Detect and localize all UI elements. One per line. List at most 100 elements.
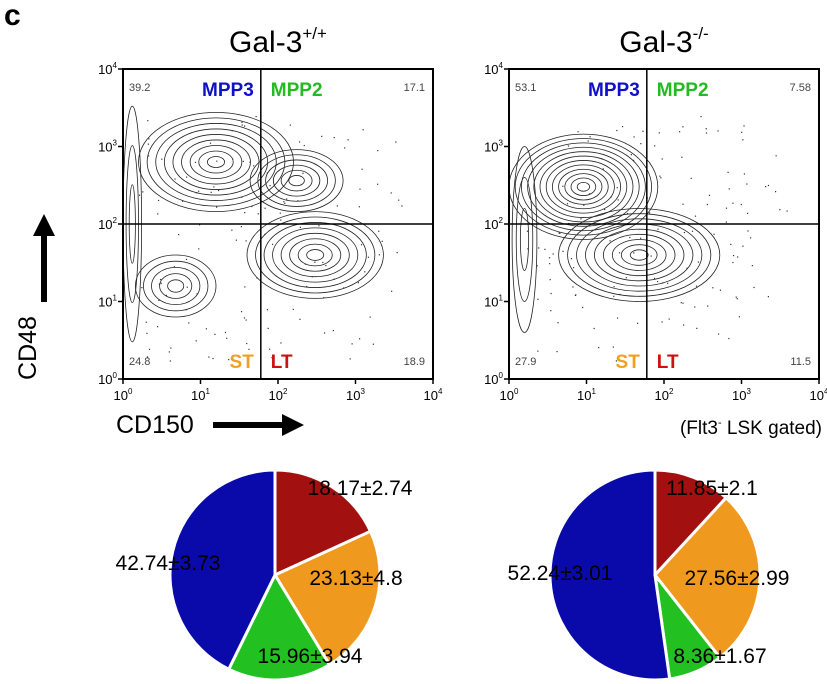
event-dot (660, 177, 662, 179)
contour-line (545, 160, 622, 214)
contour-line (280, 232, 350, 278)
y-tick-label: 101 (98, 294, 117, 310)
event-dot (311, 276, 313, 278)
event-dot (727, 171, 729, 173)
event-dot (266, 309, 269, 311)
contour-line (533, 151, 634, 223)
quadrant-percent-bottom-left: 27.9 (515, 356, 536, 368)
gating-note: (Flt3- LSK gated) (680, 417, 822, 439)
event-dot (705, 128, 707, 130)
event-dot (146, 332, 148, 335)
event-dot (360, 244, 363, 246)
y-axis-arrow-head (33, 214, 55, 236)
event-dot (157, 199, 160, 202)
event-dot (343, 287, 345, 289)
event-dot (377, 150, 379, 152)
event-dot (742, 139, 744, 141)
event-dot (266, 172, 268, 174)
event-dot (381, 240, 383, 242)
event-dot (700, 115, 702, 118)
event-dot (694, 306, 696, 308)
contour-line (527, 146, 640, 227)
event-dot (725, 207, 728, 209)
event-dot (552, 253, 554, 255)
event-dot (577, 131, 579, 133)
event-dot (637, 322, 639, 324)
event-dot (209, 142, 212, 144)
contour-line (255, 216, 376, 294)
pie-label-mpp3: 42.74±3.73 (116, 552, 221, 575)
event-dot (336, 205, 339, 207)
contour-line (151, 266, 201, 305)
event-dot (654, 145, 656, 147)
event-dot (235, 239, 237, 241)
event-dot (707, 305, 709, 307)
event-dot (253, 165, 255, 167)
x-tick-label: 104 (810, 387, 827, 403)
event-dot (616, 129, 618, 132)
event-dot (612, 346, 614, 348)
event-dot (588, 193, 591, 195)
event-dot (705, 132, 708, 134)
event-dot (557, 322, 559, 324)
contour-line (181, 139, 251, 185)
event-dot (249, 161, 251, 163)
quadrant-percent-bottom-right: 18.9 (404, 356, 425, 368)
event-dot (619, 293, 621, 296)
event-dot (526, 230, 529, 232)
pie-label-mpp2: 15.96±3.94 (258, 645, 363, 668)
x-tick-label: 103 (732, 387, 751, 403)
pie-slice-st (272, 529, 382, 667)
contour-line (570, 177, 597, 196)
event-dot (198, 248, 200, 250)
event-dot (765, 186, 767, 188)
event-dot (359, 338, 361, 340)
event-dot (742, 245, 744, 247)
event-dot (141, 287, 143, 289)
event-dot (284, 202, 286, 204)
event-dot (732, 261, 734, 264)
event-dot (719, 289, 722, 291)
event-dot (280, 342, 282, 344)
event-dot (662, 282, 664, 284)
event-dot (681, 156, 683, 158)
contour-line (289, 238, 342, 272)
event-dot (248, 348, 250, 350)
event-dot (621, 125, 624, 128)
event-dot (536, 265, 538, 267)
event-dot (147, 120, 149, 122)
event-dot (208, 356, 210, 358)
event-dot (775, 155, 777, 157)
event-dot (256, 277, 258, 279)
event-dot (217, 189, 220, 192)
event-dot (168, 351, 170, 353)
event-dot (559, 232, 561, 234)
event-dot (198, 190, 200, 192)
x-tick-label: 102 (655, 387, 674, 403)
contour-line (576, 218, 703, 292)
event-dot (210, 191, 212, 193)
event-dot (194, 161, 197, 164)
event-dot (601, 158, 603, 160)
event-dot (147, 143, 149, 145)
event-dot (323, 332, 326, 334)
contour-line (585, 223, 694, 287)
event-dot (587, 140, 589, 142)
event-dot (683, 231, 686, 234)
contour-line (146, 117, 286, 207)
y-tick-label: 104 (484, 61, 503, 77)
event-dot (198, 224, 201, 226)
event-dot (558, 232, 560, 234)
pie-label-mpp2: 8.36±1.67 (673, 645, 766, 668)
event-dot (779, 209, 781, 211)
event-dot (292, 308, 294, 311)
event-dot (767, 184, 770, 187)
event-dot (691, 230, 694, 232)
event-dot (160, 282, 162, 284)
y-tick-label: 102 (98, 216, 117, 232)
contour-line (280, 169, 313, 192)
event-dot (746, 212, 749, 214)
contour-line (246, 211, 384, 299)
event-dot (573, 267, 575, 269)
